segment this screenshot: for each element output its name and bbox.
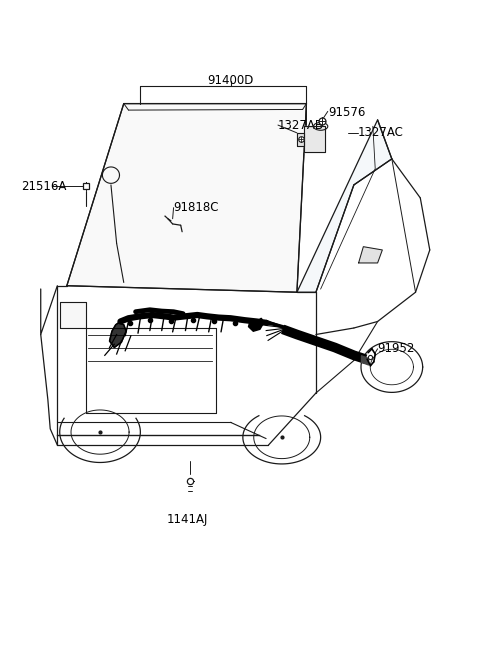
Polygon shape — [60, 302, 86, 328]
Text: 91952: 91952 — [378, 342, 415, 356]
Polygon shape — [67, 104, 306, 292]
Text: 21516A: 21516A — [21, 180, 66, 193]
Text: 1141AJ: 1141AJ — [167, 514, 208, 526]
Polygon shape — [359, 247, 383, 263]
Text: 1327AC: 1327AC — [358, 127, 404, 139]
Text: 91400D: 91400D — [207, 74, 254, 87]
Polygon shape — [297, 133, 304, 146]
Text: 1327AB: 1327AB — [278, 119, 324, 132]
Polygon shape — [304, 127, 325, 152]
Polygon shape — [249, 318, 264, 331]
Text: 91576: 91576 — [328, 106, 365, 119]
Polygon shape — [109, 321, 126, 348]
Polygon shape — [297, 120, 392, 292]
Text: 91818C: 91818C — [174, 201, 219, 214]
